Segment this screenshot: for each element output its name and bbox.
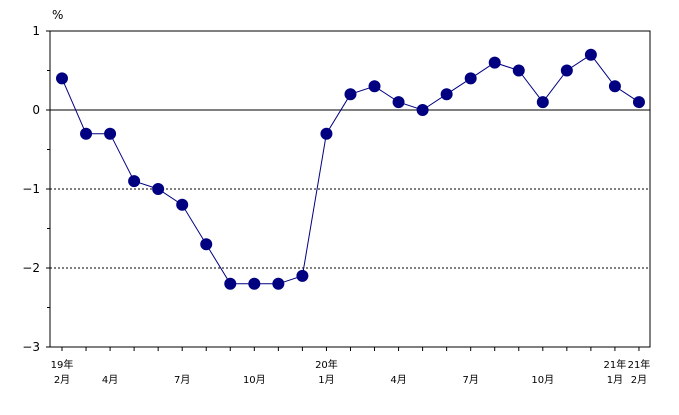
- x-tick-month-label: 4月: [390, 374, 406, 386]
- x-tick-year-label: 19年: [51, 358, 74, 371]
- x-tick-month-label: 1月: [318, 374, 334, 386]
- data-point: [248, 277, 261, 290]
- x-tick-month-label: 4月: [102, 374, 118, 386]
- data-point: [80, 127, 93, 140]
- x-tick-month-label: 7月: [462, 374, 478, 386]
- data-point: [224, 277, 237, 290]
- data-point: [272, 277, 285, 290]
- data-point: [536, 96, 549, 109]
- x-tick-month-label: 2月: [54, 374, 70, 386]
- y-tick-label: 0: [32, 103, 40, 117]
- y-tick-label: −1: [22, 182, 40, 196]
- data-point: [464, 72, 477, 85]
- data-point: [632, 96, 645, 109]
- data-point: [200, 238, 213, 251]
- data-point: [296, 269, 309, 282]
- data-point: [488, 56, 501, 69]
- data-point: [416, 104, 429, 116]
- y-tick-label: −3: [22, 340, 40, 354]
- series-line: [56, 48, 645, 290]
- data-point: [152, 183, 165, 195]
- data-point: [440, 88, 453, 101]
- data-point: [368, 80, 381, 93]
- x-axis: 19年 2月 4月 7月 10月 20年 1月 4月 7月 10月 21年 1月 21年 2月: [51, 347, 651, 386]
- data-point: [608, 80, 621, 93]
- data-point: [128, 175, 141, 188]
- y-axis: 1 0 −1 −2 −3: [22, 24, 50, 354]
- data-point: [344, 88, 357, 101]
- gridlines: [50, 109, 650, 269]
- x-tick-month-label: 10月: [531, 374, 554, 386]
- x-tick-year-label: 20年: [315, 358, 338, 371]
- data-point: [392, 96, 405, 109]
- data-point: [584, 48, 597, 61]
- x-tick-year-label: 21年: [628, 358, 651, 371]
- data-point: [176, 198, 189, 211]
- x-tick-month-label: 7月: [174, 374, 190, 386]
- y-tick-label: −2: [22, 261, 40, 275]
- data-point: [560, 64, 573, 77]
- data-point: [56, 72, 68, 85]
- data-point: [512, 64, 525, 77]
- x-tick-month-label: 2月: [631, 374, 647, 386]
- x-tick-month-label: 1月: [607, 374, 623, 386]
- x-tick-month-label: 10月: [243, 374, 266, 386]
- y-tick-label: 1: [32, 24, 40, 38]
- data-point: [320, 127, 333, 140]
- unit-label: %: [52, 8, 63, 22]
- data-point: [104, 127, 117, 140]
- x-tick-year-label: 21年: [604, 358, 627, 371]
